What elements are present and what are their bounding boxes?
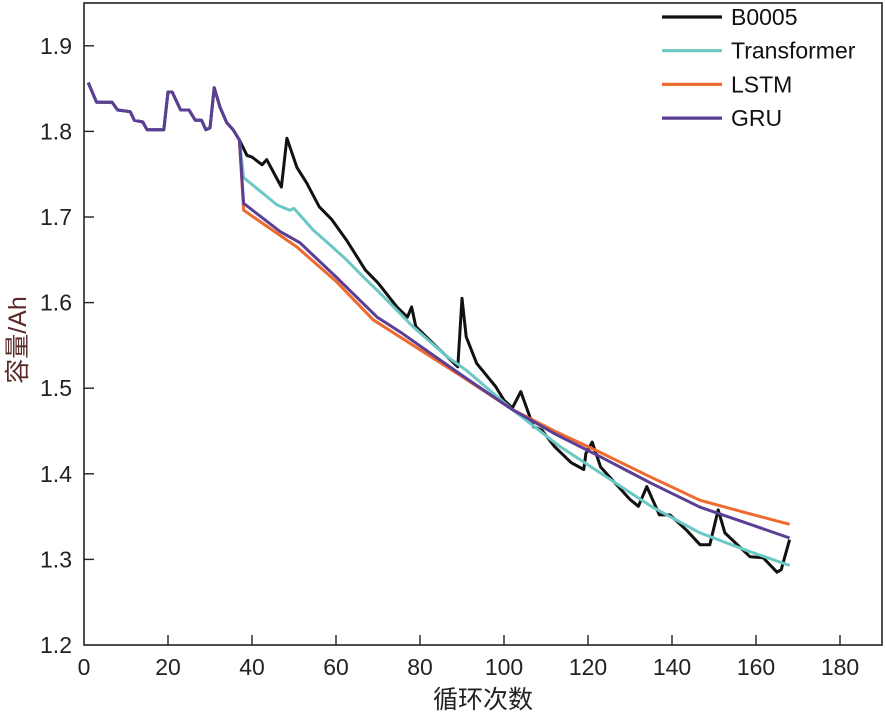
x-tick-label: 60	[323, 654, 349, 680]
y-tick-label: 1.7	[40, 204, 72, 230]
legend-label: LSTM	[731, 71, 792, 97]
y-axis-label: 容量/Ah	[4, 296, 32, 384]
x-axis-label: 循环次数	[433, 686, 533, 714]
x-tick-label: 80	[407, 654, 433, 680]
x-tick-label: 100	[485, 654, 523, 680]
y-tick-label: 1.9	[40, 33, 72, 59]
y-tick-label: 1.3	[40, 546, 72, 572]
legend-label: B0005	[731, 4, 798, 30]
y-tick-label: 1.4	[40, 461, 72, 487]
series-line-transformer	[237, 139, 791, 567]
series-group	[86, 82, 792, 574]
series-line-lstm	[237, 139, 790, 526]
y-tick-label: 1.8	[40, 118, 72, 144]
x-tick-label: 40	[239, 654, 265, 680]
legend-label: Transformer	[731, 38, 856, 64]
legend: B0005 Transformer LSTM GRU	[662, 4, 856, 131]
series-line-gru	[86, 82, 791, 540]
y-axis: 1.2 1.3 1.4 1.5 1.6 1.7 1.8 1.9	[40, 33, 94, 658]
x-axis: 0 20 40 60 80 100 120 140 160 180	[78, 635, 859, 680]
x-tick-label: 120	[569, 654, 607, 680]
x-tick-label: 0	[78, 654, 91, 680]
y-tick-label: 1.6	[40, 290, 72, 316]
x-tick-label: 140	[653, 654, 691, 680]
y-tick-label: 1.2	[40, 632, 72, 658]
y-tick-label: 1.5	[40, 375, 72, 401]
x-tick-label: 20	[155, 654, 181, 680]
x-tick-label: 180	[821, 654, 859, 680]
plot-frame	[83, 2, 883, 646]
x-tick-label: 160	[737, 654, 775, 680]
legend-label: GRU	[731, 105, 782, 131]
